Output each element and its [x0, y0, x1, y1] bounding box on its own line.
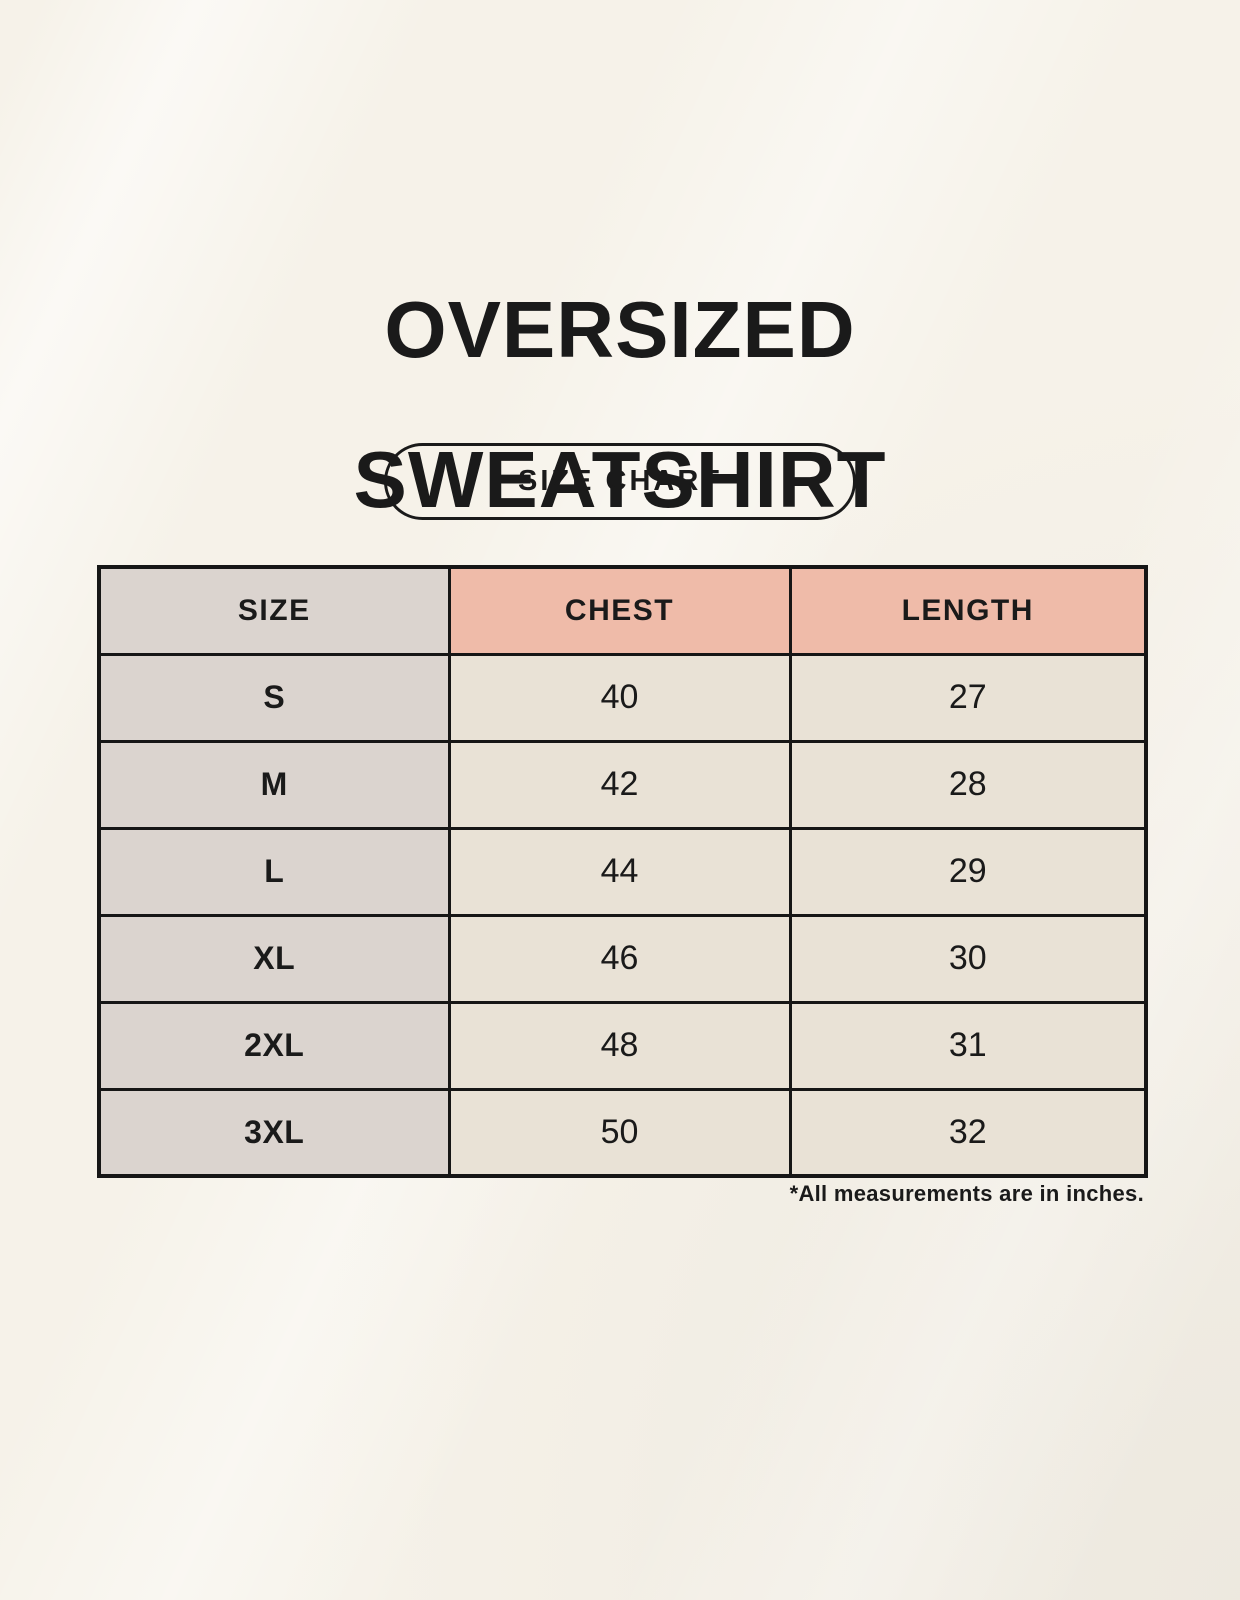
table-row: XL 46 30: [97, 913, 1148, 1004]
size-label: 3XL: [97, 1087, 451, 1178]
chest-value: 46: [447, 913, 792, 1004]
table-row: 2XL 48 31: [97, 1000, 1148, 1091]
length-value: 29: [788, 826, 1148, 917]
length-value: 30: [788, 913, 1148, 1004]
page-title-line2: SWEATSHIRT: [353, 434, 887, 524]
page-title-line1: OVERSIZED: [384, 284, 856, 374]
measurements-footnote: *All measurements are in inches.: [789, 1181, 1144, 1206]
length-value: 32: [788, 1087, 1148, 1178]
size-label: L: [97, 826, 451, 917]
length-value: 27: [788, 652, 1148, 743]
column-header-chest: CHEST: [447, 565, 792, 656]
size-chart-button[interactable]: SIZE CHART: [384, 443, 856, 520]
table-row: M 42 28: [97, 739, 1148, 830]
table-row: 3XL 50 32: [97, 1087, 1148, 1178]
size-label: XL: [97, 913, 451, 1004]
column-header-length: LENGTH: [788, 565, 1148, 656]
size-label: S: [97, 652, 451, 743]
page-title: OVERSIZED SWEATSHIRT: [0, 289, 1240, 519]
chest-value: 42: [447, 739, 792, 830]
column-header-size: SIZE: [97, 565, 451, 656]
chest-value: 50: [447, 1087, 792, 1178]
chest-value: 44: [447, 826, 792, 917]
chest-value: 40: [447, 652, 792, 743]
table-header-row: SIZE CHEST LENGTH: [97, 565, 1148, 656]
size-label: 2XL: [97, 1000, 451, 1091]
table-row: S 40 27: [97, 652, 1148, 743]
size-label: M: [97, 739, 451, 830]
size-chart-table: SIZE CHEST LENGTH S 40 27 M 42 28 L 44 2…: [97, 565, 1148, 1178]
length-value: 31: [788, 1000, 1148, 1091]
table-row: L 44 29: [97, 826, 1148, 917]
chest-value: 48: [447, 1000, 792, 1091]
length-value: 28: [788, 739, 1148, 830]
